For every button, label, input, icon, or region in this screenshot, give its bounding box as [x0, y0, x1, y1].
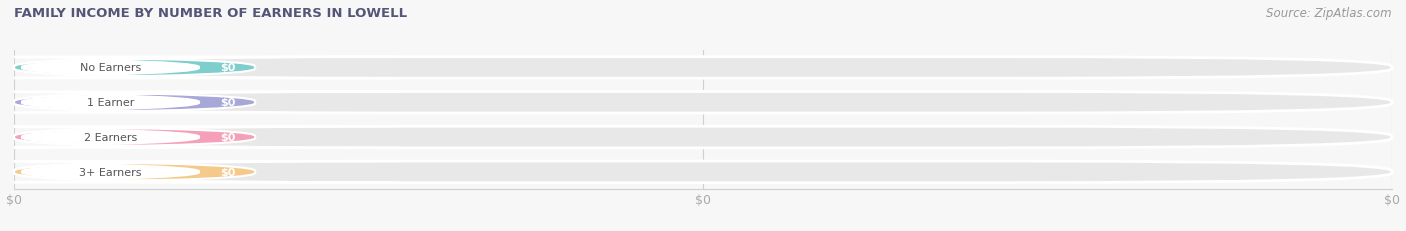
Text: FAMILY INCOME BY NUMBER OF EARNERS IN LOWELL: FAMILY INCOME BY NUMBER OF EARNERS IN LO… — [14, 7, 408, 20]
Text: No Earners: No Earners — [80, 63, 141, 73]
Text: $0: $0 — [219, 132, 235, 143]
FancyBboxPatch shape — [0, 127, 398, 148]
FancyBboxPatch shape — [14, 127, 1392, 148]
FancyBboxPatch shape — [14, 58, 1392, 79]
FancyBboxPatch shape — [0, 161, 398, 183]
FancyBboxPatch shape — [14, 161, 1392, 183]
FancyBboxPatch shape — [14, 92, 1392, 113]
Text: 1 Earner: 1 Earner — [87, 98, 134, 108]
Text: Source: ZipAtlas.com: Source: ZipAtlas.com — [1267, 7, 1392, 20]
FancyBboxPatch shape — [0, 127, 395, 148]
FancyBboxPatch shape — [0, 58, 398, 79]
Text: $0: $0 — [219, 63, 235, 73]
FancyBboxPatch shape — [0, 58, 395, 79]
Text: $0: $0 — [219, 167, 235, 177]
Text: 2 Earners: 2 Earners — [84, 132, 138, 143]
FancyBboxPatch shape — [0, 92, 395, 113]
Text: $0: $0 — [219, 98, 235, 108]
FancyBboxPatch shape — [0, 162, 395, 182]
Text: 3+ Earners: 3+ Earners — [79, 167, 142, 177]
FancyBboxPatch shape — [0, 92, 398, 113]
